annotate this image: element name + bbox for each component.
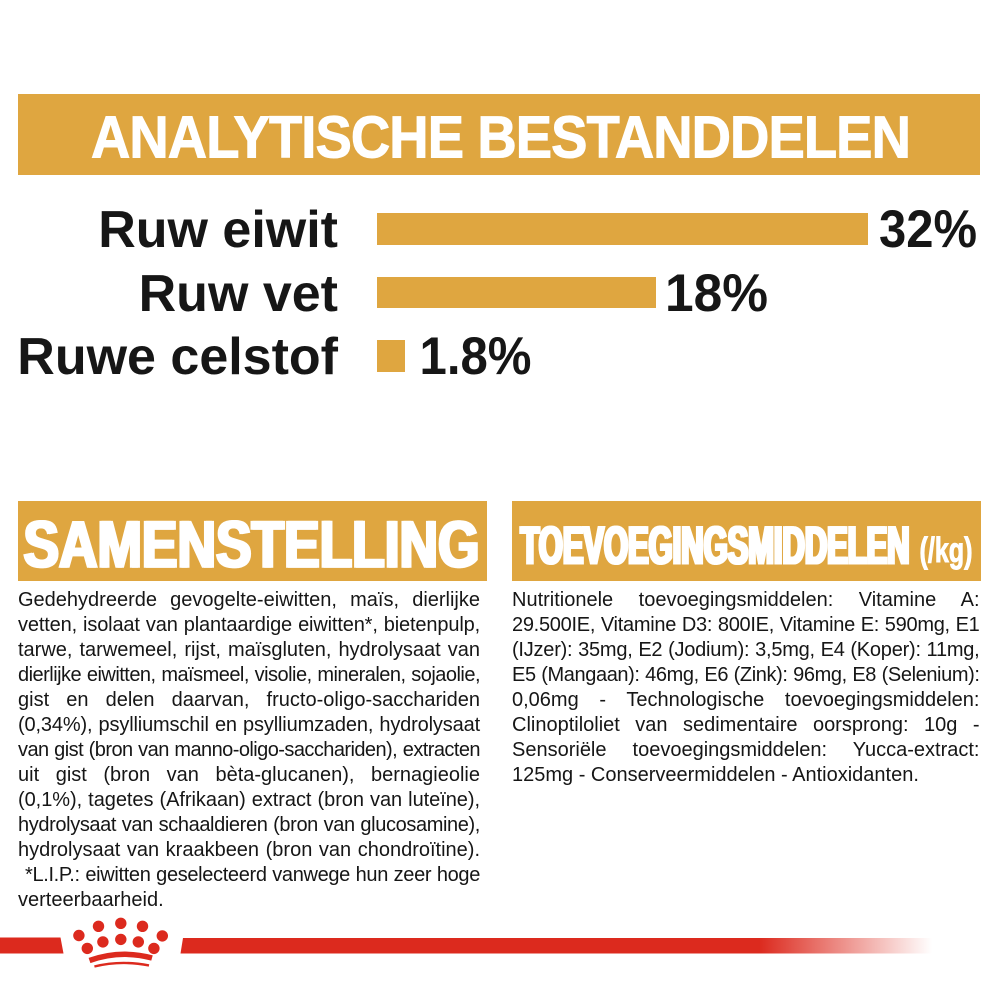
svg-text:Ruw eiwit: Ruw eiwit xyxy=(98,201,338,259)
svg-text:SAMENSTELLING: SAMENSTELLING xyxy=(25,507,481,581)
svg-text:(/kg): (/kg) xyxy=(920,530,973,570)
svg-text:1.8%: 1.8% xyxy=(420,327,532,386)
svg-text:Ruwe celstof: Ruwe celstof xyxy=(17,328,338,386)
svg-text:TOEVOEGINGSMIDDELEN: TOEVOEGINGSMIDDELEN xyxy=(522,517,911,576)
svg-text:ANALYTISCHE BESTANDDELEN: ANALYTISCHE BESTANDDELEN xyxy=(91,104,910,170)
svg-text:TOEVOEGINGSMIDDELEN: TOEVOEGINGSMIDDELEN xyxy=(520,517,909,576)
svg-text:18%: 18% xyxy=(665,264,768,323)
svg-text:SAMENSTELLING: SAMENSTELLING xyxy=(23,507,479,581)
svg-text:32%: 32% xyxy=(879,200,977,259)
svg-text:Ruw vet: Ruw vet xyxy=(139,265,338,323)
